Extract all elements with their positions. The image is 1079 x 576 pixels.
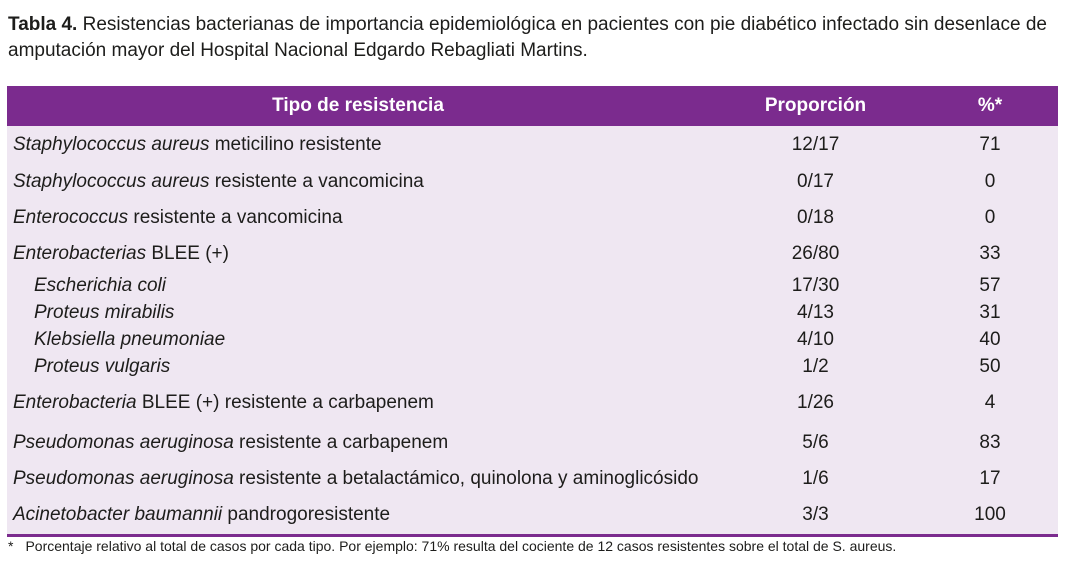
organism-name: Klebsiella pneumoniae <box>34 328 226 350</box>
table-footnote: * Porcentaje relativo al total de casos p… <box>8 537 896 555</box>
resistance-description: resistente a vancomicina <box>209 171 424 192</box>
header-proportion: Proporción <box>709 86 922 126</box>
resistance-type-cell: Enterobacteria BLEE (+) resistente a car… <box>7 380 709 425</box>
percent-cell: 100 <box>922 497 1058 537</box>
organism-name: Enterococcus <box>13 207 129 228</box>
table-row: Escherichia coli 17/30 57 <box>7 272 1058 299</box>
organism-name: Pseudomonas aeruginosa <box>13 468 234 489</box>
resistance-description: resistente a vancomicina <box>128 207 343 228</box>
header-resistance-type: Tipo de resistencia <box>7 86 709 126</box>
organism-name: Proteus mirabilis <box>34 301 175 323</box>
resistance-type-cell: Enterococcus resistente a vancomicina <box>7 200 709 236</box>
proportion-cell: 4/10 <box>797 328 834 350</box>
resistance-type-cell: Staphylococcus aureus resistente a vanco… <box>7 164 709 200</box>
table-row: Pseudomonas aeruginosa resistente a carb… <box>7 425 1058 461</box>
resistance-type-cell: Proteus mirabilis <box>7 299 709 326</box>
resistance-type-cell: Pseudomonas aeruginosa resistente a carb… <box>7 425 709 461</box>
percent-cell: 83 <box>979 432 1001 453</box>
resistance-description: BLEE (+) resistente a carbapenem <box>136 391 434 413</box>
table-row: Acinetobacter baumannii pandrogoresisten… <box>7 497 1058 537</box>
resistance-type-cell: Pseudomonas aeruginosa resistente a beta… <box>7 461 709 497</box>
organism-name: Acinetobacter baumannii <box>13 504 223 526</box>
percent-cell: 50 <box>979 355 1001 377</box>
table-row: Proteus vulgaris 1/2 50 <box>7 353 1058 380</box>
resistance-table: Tipo de resistencia Proporción %* Staphy… <box>7 86 1058 537</box>
table-row: Proteus mirabilis 4/13 31 <box>7 299 1058 326</box>
table-row: Enterobacterias BLEE (+) 26/80 33 <box>7 236 1058 272</box>
proportion-cell: 17/30 <box>791 274 840 296</box>
table-header-row: Tipo de resistencia Proporción %* <box>7 86 1058 126</box>
organism-name: Proteus vulgaris <box>34 355 171 377</box>
resistance-description: BLEE (+) <box>146 243 229 264</box>
resistance-description: meticilino resistente <box>209 134 382 155</box>
percent-cell: 17 <box>979 468 1001 489</box>
proportion-cell: 0/18 <box>797 207 834 228</box>
proportion-cell: 12/17 <box>791 134 840 155</box>
percent-cell: 31 <box>979 301 1001 323</box>
percent-cell: 0 <box>984 171 996 192</box>
proportion-cell: 26/80 <box>791 243 840 264</box>
organism-name: Enterobacterias <box>13 243 147 264</box>
table-row: Staphylococcus aureus resistente a vanco… <box>7 164 1058 200</box>
percent-cell: 57 <box>979 274 1001 296</box>
table-row: Enterococcus resistente a vancomicina 0/… <box>7 200 1058 236</box>
percent-cell: 4 <box>984 391 996 413</box>
table-caption: Tabla 4. Resistencias bacterianas de imp… <box>8 12 1072 64</box>
resistance-type-cell: Escherichia coli <box>7 272 709 299</box>
organism-name: Pseudomonas aeruginosa <box>13 432 234 453</box>
header-percent: %* <box>922 86 1058 126</box>
resistance-description: resistente a betalactámico, quinolona y … <box>233 468 699 489</box>
proportion-cell: 1/26 <box>797 391 834 413</box>
table-row: Pseudomonas aeruginosa resistente a beta… <box>7 461 1058 497</box>
resistance-description: pandrogoresistente <box>222 504 391 526</box>
table-row: Enterobacteria BLEE (+) resistente a car… <box>7 380 1058 425</box>
resistance-description: resistente a carbapenem <box>233 432 449 453</box>
proportion-cell: 5/6 <box>802 432 829 453</box>
caption-text: Resistencias bacterianas de importancia … <box>8 14 1047 61</box>
percent-cell: 40 <box>979 328 1001 350</box>
proportion-cell: 0/17 <box>797 171 834 192</box>
table-row: Klebsiella pneumoniae 4/10 40 <box>7 326 1058 353</box>
footnote-text: Porcentaje relativo al total de casos po… <box>25 538 897 554</box>
resistance-type-cell: Proteus vulgaris <box>7 353 709 380</box>
resistance-type-cell: Enterobacterias BLEE (+) <box>7 236 709 272</box>
organism-name: Escherichia coli <box>34 274 166 296</box>
footnote-marker: * <box>8 538 14 554</box>
table-row: Staphylococcus aureus meticilino resiste… <box>7 126 1058 164</box>
resistance-type-cell: Klebsiella pneumoniae <box>7 326 709 353</box>
organism-name: Staphylococcus aureus <box>13 171 210 192</box>
resistance-type-cell: Staphylococcus aureus meticilino resiste… <box>7 126 709 164</box>
organism-name: Enterobacteria <box>13 391 137 413</box>
proportion-cell: 4/13 <box>797 301 834 323</box>
organism-name: Staphylococcus aureus <box>13 134 210 155</box>
percent-cell: 0 <box>984 207 996 228</box>
percent-cell: 33 <box>979 243 1001 264</box>
proportion-cell: 1/2 <box>802 355 829 377</box>
resistance-type-cell: Acinetobacter baumannii pandrogoresisten… <box>7 497 709 537</box>
proportion-cell: 3/3 <box>709 497 922 537</box>
percent-cell: 71 <box>979 134 1001 155</box>
caption-label: Tabla 4. <box>8 14 78 35</box>
proportion-cell: 1/6 <box>802 468 829 489</box>
